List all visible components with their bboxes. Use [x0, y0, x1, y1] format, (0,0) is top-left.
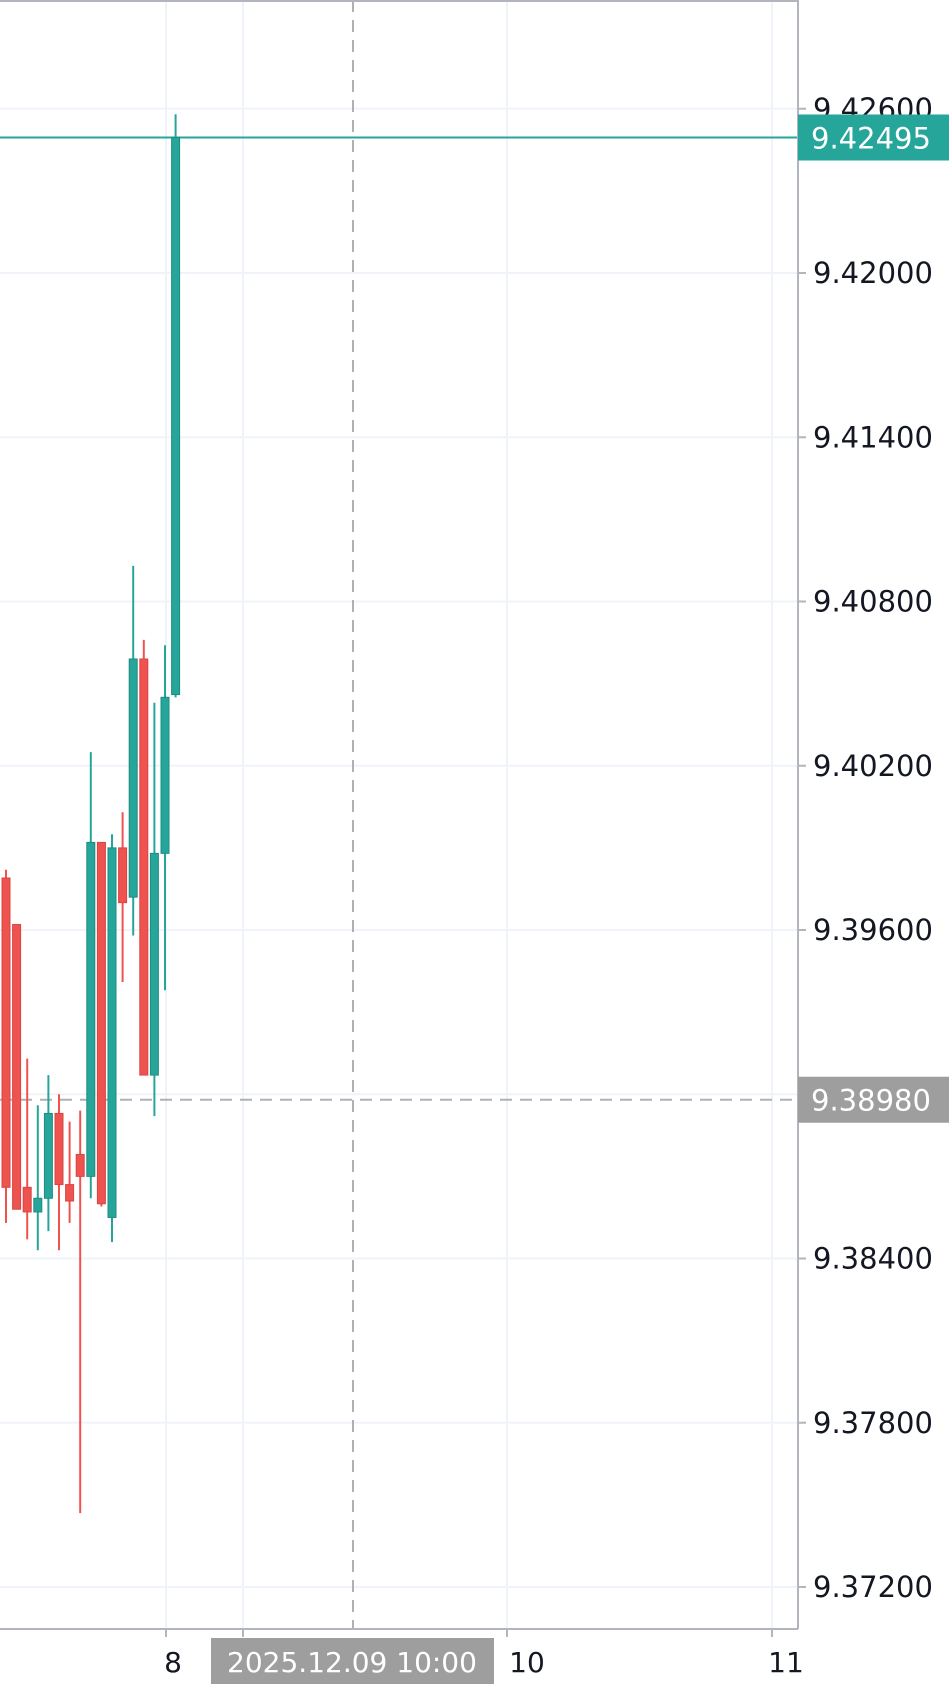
candle-body — [33, 1197, 43, 1213]
y-tick-label: 9.39600 — [813, 913, 933, 947]
candle-body — [12, 924, 22, 1210]
y-tick-label: 9.38400 — [813, 1242, 933, 1276]
x-tick-label: 10 — [509, 1646, 545, 1679]
candle-body — [54, 1112, 64, 1186]
x-tick-label: 11 — [768, 1646, 804, 1679]
candle[interactable] — [107, 834, 117, 1243]
candle-body — [1, 877, 11, 1188]
crosshair-price-label: 9.38980 — [811, 1084, 931, 1118]
candle[interactable] — [33, 1105, 43, 1251]
last-price-label: 9.42495 — [811, 121, 931, 155]
candle-body — [160, 696, 170, 854]
x-tick-label: 8 — [164, 1646, 182, 1679]
candle-body — [118, 847, 128, 904]
candle[interactable] — [171, 114, 181, 698]
y-tick-label: 9.37800 — [813, 1406, 933, 1440]
y-tick-label: 9.37200 — [813, 1570, 933, 1604]
candle-body — [43, 1112, 53, 1199]
candle[interactable] — [149, 702, 159, 1117]
candle-body — [128, 658, 138, 898]
candle-body — [149, 852, 159, 1076]
crosshair-price-tag — [798, 1076, 949, 1123]
price-tags: 9.42495 9.38980 2025.12.09 10:00 — [211, 114, 949, 1684]
candle[interactable] — [1, 869, 11, 1223]
candle[interactable] — [43, 1075, 53, 1232]
candle-body — [22, 1186, 32, 1213]
candle[interactable] — [54, 1094, 64, 1251]
candle-body — [171, 136, 181, 696]
candle[interactable] — [12, 924, 22, 1210]
candle[interactable] — [118, 812, 128, 983]
candle[interactable] — [22, 1058, 32, 1240]
last-price-tag — [798, 114, 949, 161]
candle-body — [107, 847, 117, 1218]
y-tick-label: 9.40200 — [813, 749, 933, 783]
candle-body — [65, 1184, 75, 1202]
crosshair — [0, 0, 798, 1629]
price-axis[interactable]: 9.372009.378009.384009.390009.396009.402… — [0, 0, 933, 1629]
candle-body — [139, 658, 149, 1076]
candle-body — [75, 1153, 85, 1177]
candle-body — [96, 841, 106, 1205]
crosshair-time-tag — [211, 1638, 494, 1684]
y-tick-label: 9.42000 — [813, 256, 933, 290]
candle[interactable] — [96, 841, 106, 1207]
candle-body — [86, 841, 96, 1177]
candles[interactable] — [1, 114, 181, 1514]
candle[interactable] — [86, 752, 96, 1199]
candle[interactable] — [160, 645, 170, 991]
candle[interactable] — [139, 639, 149, 1076]
time-axis[interactable]: 8 10 11 — [0, 1628, 804, 1679]
candle[interactable] — [65, 1121, 75, 1223]
y-tick-label: 9.41400 — [813, 420, 933, 454]
y-tick-label: 9.40800 — [813, 585, 933, 619]
candle[interactable] — [128, 565, 138, 936]
crosshair-time-label: 2025.12.09 10:00 — [227, 1646, 477, 1679]
grid-lines — [0, 0, 798, 1629]
candle[interactable] — [75, 1110, 85, 1514]
